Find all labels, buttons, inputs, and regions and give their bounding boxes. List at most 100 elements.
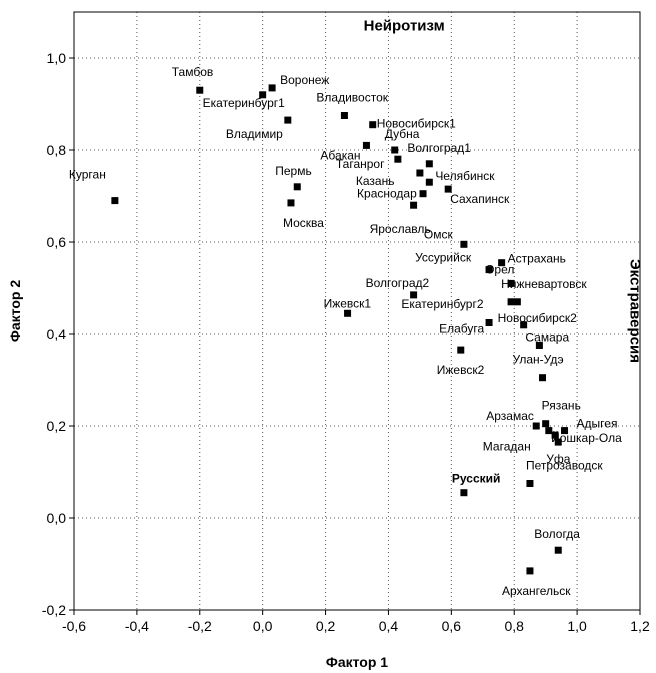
annotations: Нейротизм Экстраверсия [364,17,644,363]
data-point [268,84,276,92]
point-label: Самара [525,331,569,345]
point-label: Волгоград1 [407,141,471,155]
annotation-extraversion: Экстраверсия [627,259,644,363]
y-tick-label: -0,2 [42,602,66,618]
data-point [561,427,569,435]
x-tick-label: -0,4 [125,618,149,634]
point-label: Владимир [226,127,283,141]
point-label: Архангельск [502,584,571,598]
data-point [457,346,465,354]
point-label: Улан-Удэ [513,353,564,367]
data-point [551,431,559,439]
point-label: Волгоград2 [366,276,430,290]
point-label: Уфа [546,452,570,466]
data-point [259,91,267,99]
point-label: Арзамас [486,409,534,423]
x-tick-label: 0,4 [379,618,399,634]
point-label: Нижневартовск [501,277,587,291]
data-point [526,480,534,487]
data-point [419,190,427,198]
annotation-neuroticism: Нейротизм [364,17,445,34]
point-label: Ижевск2 [437,363,485,377]
x-tick-label: -0,6 [62,618,86,634]
data-point [513,298,521,306]
point-label: Елабуга [439,322,484,336]
data-point [526,567,534,575]
data-point [410,291,418,299]
data-point [460,489,468,497]
point-label: Владивосток [316,91,388,105]
data-point [196,86,204,94]
point-label: Новосибирск2 [498,311,577,325]
point-label: Петрозаводск [526,459,603,473]
x-tick-label: 0,8 [504,618,524,634]
point-label: Уссурийск [415,251,472,265]
y-tick-label: 0,2 [47,418,67,434]
x-tick-label: 1,0 [567,618,587,634]
x-tick-label: 0,6 [442,618,462,634]
point-label: Ижевск1 [324,296,372,310]
point-label: Краснодар [357,187,417,201]
point-label: Вологда [534,527,580,541]
data-point [394,155,402,163]
x-tick-label: 1,2 [630,618,650,634]
y-tick-label: 1,0 [47,50,67,66]
point-label: Тамбов [172,65,214,79]
data-points: Тамбов Воронеж Екатеринбург1 Владимир Владив… [69,65,622,598]
data-point [410,201,418,209]
point-label: Воронеж [280,73,329,87]
data-point [485,319,493,326]
data-point [554,438,562,446]
data-point [444,185,452,193]
data-point [554,546,562,554]
x-axis-title: Фактор 1 [326,654,388,670]
x-tick-label: -0,2 [188,618,212,634]
point-label: Москва [283,216,324,230]
y-tick-label: 0,8 [47,142,67,158]
data-point [498,259,506,267]
point-label: Новосибирск1 [377,117,456,131]
data-point [532,422,540,430]
data-point [287,199,295,207]
data-point [460,240,468,248]
point-label: Рязань [542,399,581,413]
point-label: Ярославль [370,222,431,236]
data-point [539,374,547,382]
data-point [545,427,553,435]
point-label: Йошкар-Ола [551,430,622,445]
data-point [362,141,370,149]
data-point [520,321,528,329]
point-label: Адыгея [577,417,618,431]
point-label: Омск [424,227,454,241]
point-label: Магадан [483,440,531,454]
y-tick-label: 0,0 [47,510,67,526]
point-label: Екатеринбург1 [203,96,285,110]
point-label: Орел [485,262,514,276]
point-label: Русский [452,472,501,486]
point-label: Астрахань [508,252,566,266]
y-axis-title: Фактор 2 [7,280,23,342]
x-tick-label: 0,2 [316,618,336,634]
plot-frame [73,11,641,611]
data-point [485,266,493,274]
data-point [416,169,424,177]
point-label: Курган [69,168,106,182]
point-label: Казань [356,174,395,188]
data-point [425,160,433,168]
data-point [111,197,119,205]
data-point [293,183,301,191]
data-point [507,279,515,287]
point-label: Абакан [320,148,360,162]
axis-ticks: -0,6 -0,4 -0,2 0,0 0,2 0,4 0,6 0,8 1,0 1,2 -0,2 0,0… [42,50,650,634]
y-tick-label: 0,4 [47,326,67,342]
point-label: Челябинск [435,169,495,183]
point-label: Екатеринбург2 [401,297,483,311]
data-point [369,121,377,129]
point-label: Таганрог [336,157,385,171]
point-label: Дубна [385,127,420,141]
x-tick-label: 0,0 [253,618,273,634]
data-point [535,342,543,349]
data-point [284,116,292,124]
data-point [542,420,550,428]
